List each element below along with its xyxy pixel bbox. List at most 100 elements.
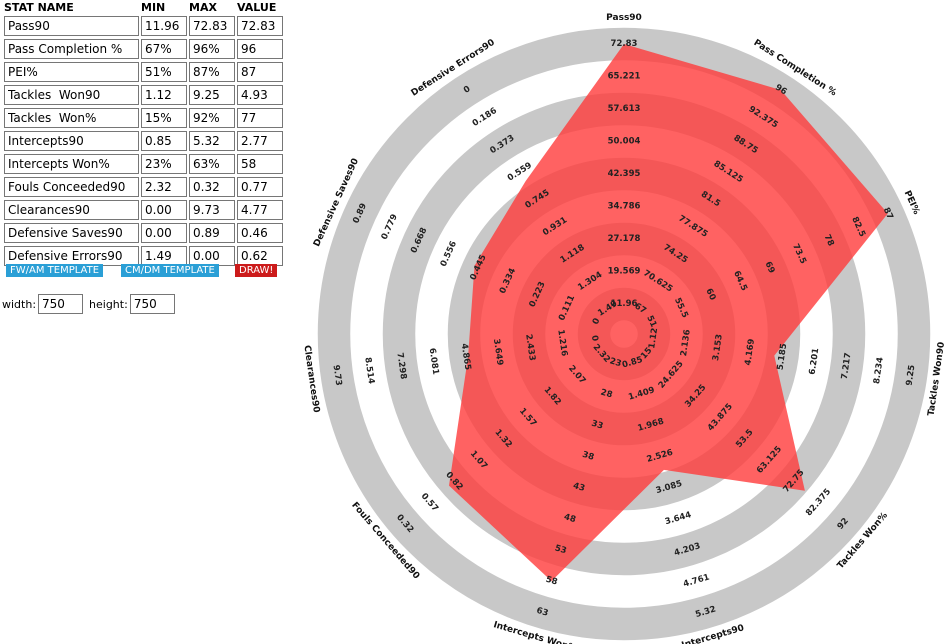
stat-value-input[interactable] (237, 16, 283, 36)
draw-button[interactable]: DRAW! (235, 264, 278, 277)
stat-min-input[interactable] (141, 39, 187, 59)
radar-tick-label: 6.081 (427, 347, 441, 375)
stat-max-input[interactable] (189, 62, 235, 82)
table-cell (189, 177, 235, 197)
stat-max-input[interactable] (189, 131, 235, 151)
size-controls: width: height: (2, 294, 181, 314)
stat-value-input[interactable] (237, 131, 283, 151)
radar-tick-label: 38 (581, 450, 595, 463)
table-row (4, 62, 283, 82)
table-cell (141, 62, 187, 82)
radar-tick-label: 4.761 (682, 572, 711, 589)
table-row (4, 108, 283, 128)
fw-am-template-button[interactable]: FW/AM TEMPLATE (6, 264, 104, 277)
stat-value-input[interactable] (237, 85, 283, 105)
table-cell (237, 39, 283, 59)
table-cell (189, 200, 235, 220)
radar-tick-label: 60 (703, 287, 717, 302)
radar-tick-label: 7.298 (394, 352, 408, 380)
stat-name-input[interactable] (4, 62, 139, 82)
radar-tick-label: 65.221 (608, 72, 641, 82)
radar-tick-label: 0.57 (419, 491, 440, 513)
table-cell (4, 223, 139, 243)
stat-value-input[interactable] (237, 108, 283, 128)
stat-value-input[interactable] (237, 223, 283, 243)
stat-min-input[interactable] (141, 200, 187, 220)
stat-name-input[interactable] (4, 131, 139, 151)
stat-min-input[interactable] (141, 154, 187, 174)
table-cell (4, 16, 139, 36)
stat-name-input[interactable] (4, 200, 139, 220)
stat-value-input[interactable] (237, 154, 283, 174)
table-cell (189, 223, 235, 243)
stat-value-input[interactable] (237, 39, 283, 59)
radar-value-polygon (449, 44, 888, 582)
table-cell (189, 246, 235, 266)
table-cell (237, 154, 283, 174)
stat-max-input[interactable] (189, 16, 235, 36)
stat-max-input[interactable] (189, 177, 235, 197)
table-cell (141, 131, 187, 151)
table-cell (237, 16, 283, 36)
table-cell (189, 154, 235, 174)
stat-max-input[interactable] (189, 85, 235, 105)
stat-name-input[interactable] (4, 85, 139, 105)
header-min: MIN (141, 1, 166, 14)
stat-max-input[interactable] (189, 39, 235, 59)
radar-tick-label: 72.83 (611, 39, 638, 49)
stat-max-input[interactable] (189, 246, 235, 266)
height-input[interactable] (129, 294, 175, 314)
stat-name-input[interactable] (4, 246, 139, 266)
stat-min-input[interactable] (141, 223, 187, 243)
radar-tick-label: 57.613 (608, 104, 641, 114)
stat-name-input[interactable] (4, 39, 139, 59)
stat-name-input[interactable] (4, 154, 139, 174)
stats-table: STAT NAME MIN MAX VALUE (2, 0, 285, 269)
radar-axis-label: Clearances90 (301, 345, 321, 414)
radar-axis-label: Pass90 (606, 13, 642, 23)
stat-value-input[interactable] (237, 177, 283, 197)
cm-dm-template-button[interactable]: CM/DM TEMPLATE (121, 264, 219, 277)
stat-name-input[interactable] (4, 223, 139, 243)
stat-min-input[interactable] (141, 131, 187, 151)
radar-tick-label: 58 (544, 575, 558, 588)
stat-name-input[interactable] (4, 177, 139, 197)
radar-tick-label: 9.73 (331, 364, 344, 386)
stat-value-input[interactable] (237, 62, 283, 82)
table-row (4, 177, 283, 197)
stat-max-input[interactable] (189, 154, 235, 174)
table-cell (189, 62, 235, 82)
stat-min-input[interactable] (141, 108, 187, 128)
stat-name-input[interactable] (4, 108, 139, 128)
stat-min-input[interactable] (141, 177, 187, 197)
stat-min-input[interactable] (141, 62, 187, 82)
stat-max-input[interactable] (189, 108, 235, 128)
radar-tick-label: 50.004 (608, 137, 641, 147)
radar-tick-label: 63 (535, 606, 549, 619)
radar-tick-label: 19.569 (608, 267, 641, 277)
radar-tick-label: 2.136 (679, 329, 693, 357)
radar-tick-label: 23 (608, 356, 622, 369)
radar-tick-label: 82.375 (804, 487, 833, 518)
table-header-row: STAT NAME MIN MAX VALUE (4, 1, 283, 14)
header-value: VALUE (237, 1, 277, 14)
stat-max-input[interactable] (189, 223, 235, 243)
radar-tick-label: 3.649 (491, 338, 505, 366)
table-cell (189, 131, 235, 151)
table-row (4, 200, 283, 220)
radar-polygon-layer (449, 44, 888, 582)
radar-tick-label: 0 (589, 335, 600, 342)
stat-min-input[interactable] (141, 85, 187, 105)
stat-value-input[interactable] (237, 200, 283, 220)
radar-tick-label: 7.217 (840, 352, 854, 380)
stat-min-input[interactable] (141, 246, 187, 266)
table-row (4, 16, 283, 36)
stat-value-input[interactable] (237, 246, 283, 266)
stat-name-input[interactable] (4, 16, 139, 36)
radar-tick-label: 4.865 (459, 343, 473, 371)
width-input[interactable] (38, 294, 84, 314)
radar-tick-label: 42.395 (608, 169, 641, 179)
radar-tick-label: 87 (881, 206, 895, 221)
stat-min-input[interactable] (141, 16, 187, 36)
stat-max-input[interactable] (189, 200, 235, 220)
